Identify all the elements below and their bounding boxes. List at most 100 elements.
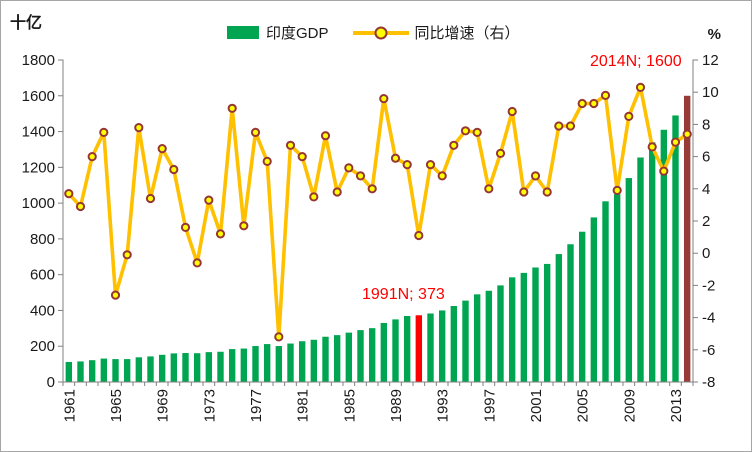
growth-point-2013	[670, 137, 681, 147]
growth-point-1962	[75, 201, 86, 212]
growth-point-1988	[379, 94, 389, 104]
x-axis-tick-label: 2001	[528, 389, 545, 422]
right-axis-tick-label: -6	[702, 342, 715, 359]
right-axis-tick-label: -2	[702, 277, 715, 294]
gdp-bar-2008	[613, 194, 621, 382]
growth-point-1981	[297, 152, 307, 162]
gdp-bar-1973	[205, 352, 213, 382]
growth-point-2010	[635, 82, 646, 93]
growth-point-1978	[262, 156, 272, 166]
x-axis-tick-label: 2013	[668, 389, 685, 422]
x-axis-tick-label: 2009	[621, 389, 638, 422]
growth-point-1987	[367, 184, 377, 194]
gdp-bar-1996	[473, 294, 481, 382]
growth-point-1972	[192, 258, 202, 268]
growth-point-1990	[402, 160, 412, 170]
growth-point-1998	[495, 148, 506, 158]
legend: 印度GDP 同比增速（右）	[227, 22, 520, 43]
gdp-bar-1965	[112, 359, 119, 382]
left-axis-tick-label: 600	[30, 267, 55, 284]
gdp-bar-1995	[462, 300, 469, 382]
x-axis-tick-label: 1961	[61, 389, 78, 422]
right-axis-tick-label: 8	[702, 116, 710, 133]
gdp-bar-2013	[672, 115, 679, 383]
gdp-bar-1977	[252, 346, 259, 382]
x-axis-tick-label: 1985	[341, 389, 358, 422]
growth-point-1961	[64, 189, 74, 199]
growth-point-2007	[600, 90, 611, 101]
gdp-bar-2011	[648, 142, 656, 382]
growth-point-1984	[332, 187, 342, 197]
growth-point-1965	[110, 290, 121, 300]
growth-point-2014	[682, 129, 692, 139]
left-axis-tick-label: 1600	[22, 88, 55, 105]
left-axis-unit: 十亿	[10, 15, 43, 32]
growth-legend-label: 同比增速（右）	[414, 25, 520, 42]
right-axis-tick-label: 12	[702, 52, 719, 69]
growth-point-1996	[472, 127, 482, 137]
growth-point-1971	[180, 222, 191, 232]
growth-point-2005	[577, 98, 587, 109]
gdp-bar-1961	[65, 361, 73, 382]
gdp-bar-2012	[660, 129, 668, 382]
growth-point-1975	[227, 103, 237, 113]
growth-point-1982	[309, 192, 319, 202]
gdp-legend-label: 印度GDP	[266, 25, 329, 42]
right-axis-unit: %	[707, 26, 721, 43]
gdp-bar-1980	[287, 343, 294, 382]
growth-point-2001	[530, 171, 541, 181]
x-axis-tick-label: 1969	[155, 389, 172, 422]
gdp-bar-1999	[508, 277, 516, 382]
gdp-bar-1998	[497, 285, 504, 382]
growth-point-2002	[542, 187, 552, 197]
x-axis-tick-label: 1989	[388, 389, 405, 422]
x-axis-tick-label: 1997	[481, 389, 498, 422]
gdp-bar-2004	[567, 244, 574, 382]
right-axis-tick-label: 10	[702, 84, 719, 101]
gdp-bar-1963	[88, 360, 96, 382]
gdp-bar-1975	[228, 349, 236, 382]
growth-point-1968	[145, 193, 156, 204]
left-axis-tick-label: 200	[30, 338, 55, 355]
growth-point-1992	[425, 160, 436, 170]
gdp-bar-1981	[298, 341, 306, 382]
gdp-bar-1997	[485, 290, 493, 382]
gdp-bar-1968	[147, 356, 154, 382]
gdp-bar-2007	[602, 201, 609, 382]
growth-point-1964	[99, 127, 109, 137]
gdp-bar-1987	[368, 328, 376, 382]
growth-point-2008	[612, 185, 622, 195]
gdp-bar-2001	[532, 267, 539, 382]
right-axis-tick-label: 0	[702, 245, 710, 262]
gdp-bar-1962	[77, 361, 84, 382]
growth-point-1974	[215, 229, 226, 239]
gdp-bar-1972	[193, 353, 201, 382]
left-axis-tick-label: 800	[30, 231, 55, 248]
growth-point-1980	[285, 140, 296, 150]
growth-point-1973	[204, 195, 214, 205]
growth-point-2011	[647, 142, 657, 152]
right-axis-tick-label: 2	[702, 213, 710, 230]
right-axis-tick-label: -4	[702, 310, 715, 327]
growth-point-1970	[169, 164, 179, 175]
growth-point-1983	[320, 131, 331, 141]
growth-point-1999	[507, 106, 517, 117]
gdp-bar-1964	[100, 358, 108, 382]
left-axis-tick-label: 1400	[22, 124, 55, 141]
growth-point-1993	[437, 171, 447, 181]
gdp-bar-1970	[170, 353, 178, 382]
left-axis-tick-label: 1200	[22, 159, 55, 176]
growth-point-1967	[134, 123, 144, 133]
growth-point-1997	[484, 184, 494, 194]
gdp-bar-1990	[403, 315, 411, 382]
gdp-bar-2003	[555, 254, 563, 382]
growth-point-2009	[624, 111, 634, 122]
left-axis-tick-label: 0	[47, 374, 55, 391]
gdp-bar-1989	[392, 319, 399, 382]
right-axis-tick-label: 4	[702, 181, 710, 198]
x-axis-tick-label: 1973	[201, 389, 218, 422]
growth-point-1994	[449, 140, 459, 150]
growth-point-2004	[565, 121, 576, 131]
